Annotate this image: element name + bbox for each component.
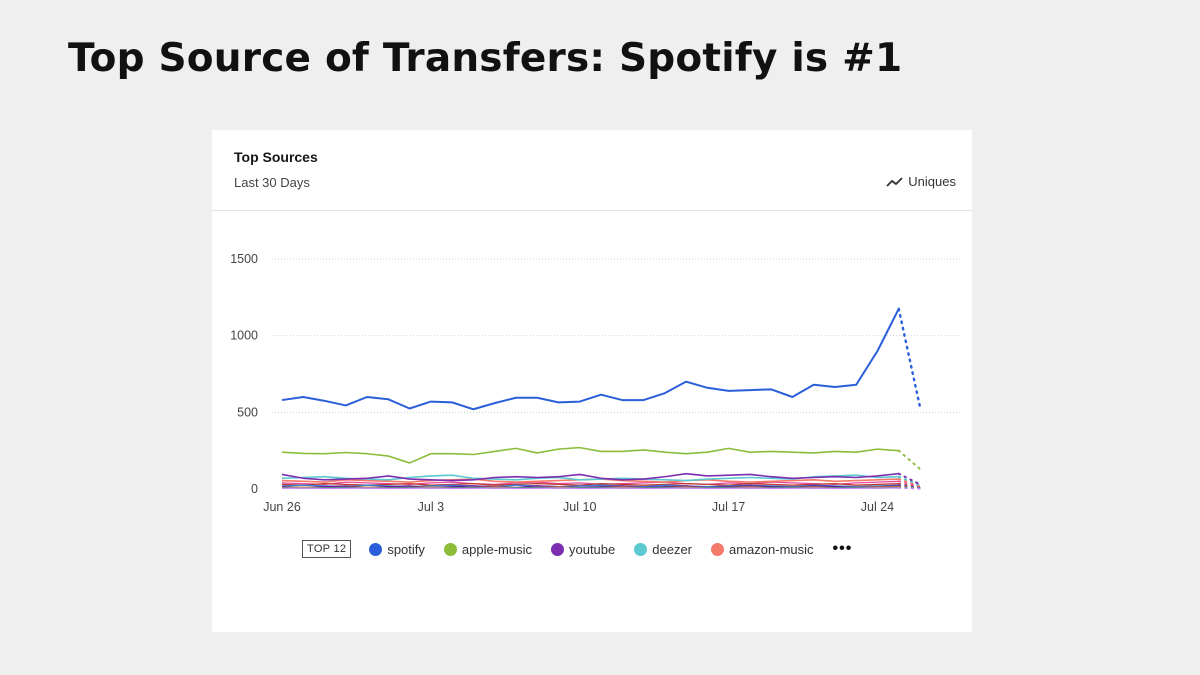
card-header: Top Sources Last 30 Days Uniques xyxy=(212,130,972,211)
legend-label: youtube xyxy=(568,541,616,557)
minor-series-line xyxy=(281,480,899,486)
metric-toggle[interactable]: Uniques xyxy=(886,174,956,189)
legend-item-youtube[interactable]: youtube xyxy=(550,541,616,557)
y-tick-label: 1500 xyxy=(230,252,258,266)
grid-lines xyxy=(272,258,962,413)
slide-title: Top Source of Transfers: Spotify is #1 xyxy=(68,36,903,81)
minor-series-line-projection xyxy=(897,487,921,490)
legend-label: deezer xyxy=(652,541,692,557)
top-count-badge[interactable]: TOP 12 xyxy=(302,540,352,558)
minor-series-line-projection xyxy=(897,486,921,490)
minor-series-line xyxy=(281,482,899,486)
x-tick-label: Jul 17 xyxy=(712,500,745,514)
chart-card: Top Sources Last 30 Days Uniques 0 500 100… xyxy=(212,130,972,632)
line-chart-icon xyxy=(886,176,903,187)
legend-label: spotify xyxy=(387,541,425,557)
legend-item-deezer[interactable]: deezer xyxy=(634,542,692,557)
legend-item-amazon-music[interactable]: amazon-music xyxy=(711,542,814,557)
legend-label: apple-music xyxy=(461,541,532,557)
y-tick-label: 500 xyxy=(237,405,258,419)
series-line-spotify xyxy=(281,308,900,411)
x-tick-label: Jul 10 xyxy=(563,500,596,514)
x-tick-label: Jul 24 xyxy=(861,500,894,514)
more-icon[interactable]: ••• xyxy=(832,540,853,557)
metric-label: Uniques xyxy=(908,174,956,189)
y-tick-label: 0 xyxy=(251,482,258,496)
series-line-spotify-projection xyxy=(897,307,922,409)
minor-series-lines xyxy=(281,480,921,490)
x-tick-label: Jul 3 xyxy=(418,500,444,514)
legend-swatch xyxy=(634,542,648,556)
legend-item-apple-music[interactable]: apple-music xyxy=(443,541,532,557)
minor-series-line-projection xyxy=(897,486,921,490)
legend: TOP 12 spotify apple-music youtube deezer am… xyxy=(302,540,852,558)
legend-swatch xyxy=(550,542,564,556)
card-title: Top Sources xyxy=(234,149,318,165)
x-axis-ticks: Jun 26 Jul 3 Jul 10 Jul 17 Jul 24 xyxy=(263,500,894,514)
legend-label: amazon-music xyxy=(729,541,814,557)
series-lines xyxy=(281,307,922,487)
legend-item-spotify[interactable]: spotify xyxy=(369,542,425,557)
series-line-youtube-projection xyxy=(897,472,921,486)
y-tick-label: 1000 xyxy=(230,329,258,343)
series-line-apple-music-projection xyxy=(897,449,921,471)
series-line-youtube xyxy=(281,472,899,482)
y-axis-ticks: 0 500 1000 1500 xyxy=(230,252,258,496)
line-chart: 0 500 1000 1500 Jun 26 Jul 3 Jul 10 Jul 17 Jul … xyxy=(230,252,962,514)
legend-swatch xyxy=(711,542,724,556)
minor-series-line xyxy=(281,484,899,488)
legend-swatch xyxy=(443,542,457,556)
x-tick-label: Jun 26 xyxy=(263,500,301,514)
date-range-label: Last 30 Days xyxy=(234,175,310,190)
series-line-apple-music xyxy=(281,446,899,464)
legend-swatch xyxy=(369,542,383,556)
series-line-deezer-projection xyxy=(897,475,921,487)
